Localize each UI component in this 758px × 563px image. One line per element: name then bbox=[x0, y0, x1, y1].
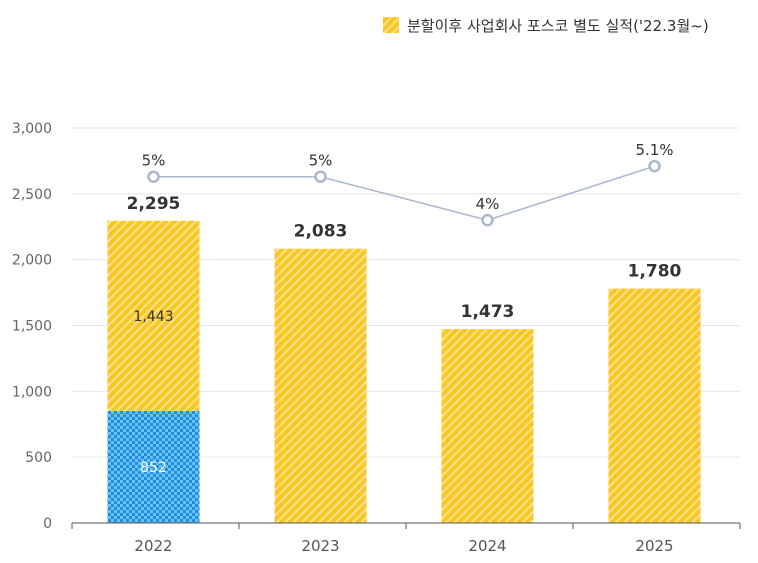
bar-total-label: 1,780 bbox=[628, 262, 682, 282]
ratio-line: 5% 5% 4% 5.1% bbox=[142, 141, 674, 227]
x-tick-label: 2025 bbox=[635, 537, 673, 555]
y-tick-label: 2,000 bbox=[12, 253, 52, 269]
ratio-label: 5% bbox=[309, 152, 333, 170]
bar-segment bbox=[107, 410, 200, 523]
bar-total-label: 2,295 bbox=[127, 194, 181, 214]
ratio-line-path bbox=[153, 165, 655, 221]
y-tick-label: 0 bbox=[43, 516, 52, 532]
y-tick-label: 1,000 bbox=[12, 384, 52, 400]
y-tick-label: 1,500 bbox=[12, 319, 52, 335]
bar-segment bbox=[441, 329, 534, 523]
y-tick-label: 2,500 bbox=[12, 187, 52, 203]
ratio-point bbox=[481, 213, 494, 227]
legend-swatch bbox=[383, 17, 399, 33]
ratio-label: 5% bbox=[142, 152, 166, 170]
y-tick-label: 3,000 bbox=[12, 121, 52, 137]
y-tick-label: 500 bbox=[25, 450, 52, 466]
segment-label: 852 bbox=[140, 460, 167, 476]
y-axis: 0 500 1,000 1,500 2,000 2,500 3,000 bbox=[12, 121, 52, 532]
ratio-label: 4% bbox=[476, 195, 500, 213]
x-tick-label: 2022 bbox=[134, 537, 172, 555]
segment-label: 1,443 bbox=[133, 309, 173, 325]
bar-segment bbox=[274, 248, 367, 523]
x-tick-label: 2024 bbox=[468, 537, 506, 555]
x-tick-label: 2023 bbox=[301, 537, 339, 555]
bars: 852 1,443 2,295 2,083 1,473 1,780 bbox=[107, 194, 701, 523]
bar-segment bbox=[107, 220, 200, 411]
x-axis: 2022 2023 2024 2025 bbox=[71, 522, 741, 555]
bar-total-label: 1,473 bbox=[461, 302, 515, 322]
ratio-label: 5.1% bbox=[635, 141, 673, 159]
bar-segment bbox=[608, 288, 701, 523]
legend: 분할이후 사업회사 포스코 별도 실적('22.3월~) bbox=[383, 17, 709, 35]
legend-label: 분할이후 사업회사 포스코 별도 실적('22.3월~) bbox=[407, 17, 709, 35]
ratio-point bbox=[314, 170, 327, 183]
bar-total-label: 2,083 bbox=[294, 222, 348, 242]
ratio-point bbox=[147, 170, 160, 183]
ratio-point bbox=[648, 159, 661, 173]
